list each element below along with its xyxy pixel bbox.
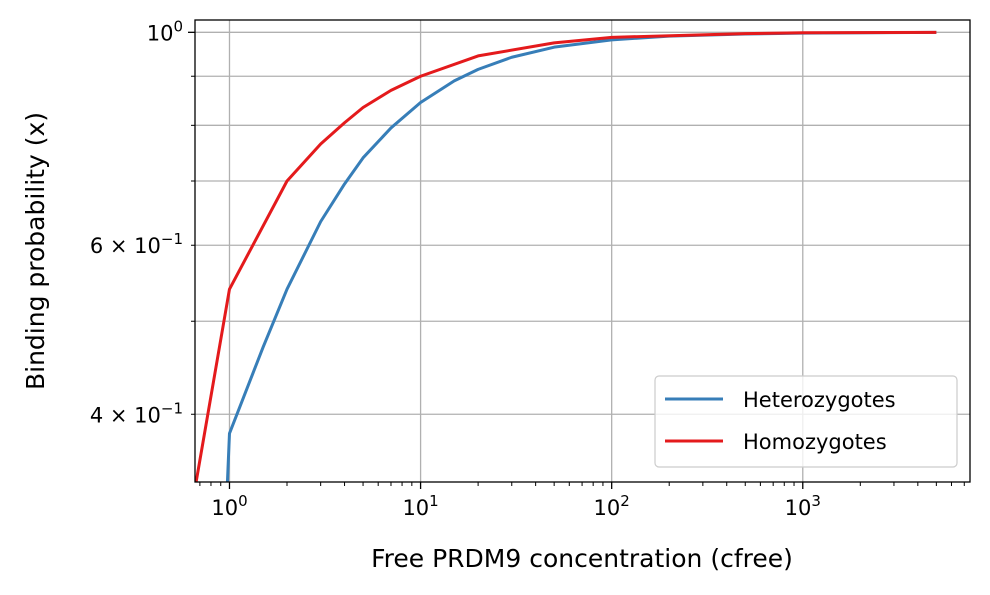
y-tick-label: 6 × 10−1 (90, 230, 183, 258)
x-tick-label: 101 (402, 492, 438, 520)
y-tick-label: 4 × 10−1 (90, 399, 183, 427)
x-tick-label: 103 (785, 492, 821, 520)
series-line-homozygotes (195, 30, 937, 482)
ticks (188, 31, 965, 489)
legend-frame (654, 375, 958, 468)
legend: Heterozygotes Homozygotes (654, 375, 958, 468)
legend-label-heterozygotes: Heterozygotes (743, 388, 896, 412)
x-tick-label: 100 (211, 492, 247, 520)
series-lines (195, 30, 937, 482)
legend-label-homozygotes: Homozygotes (743, 430, 887, 454)
grid (195, 20, 970, 482)
x-tick-label: 102 (594, 492, 630, 520)
y-axis-label: Binding probability (x) (21, 112, 50, 390)
tick-labels: 100 101 102 103 100 6 × 10−1 4 × 10−1 (90, 17, 821, 520)
y-tick-label: 100 (147, 17, 183, 45)
x-axis-label: Free PRDM9 concentration (cfree) (371, 544, 793, 573)
